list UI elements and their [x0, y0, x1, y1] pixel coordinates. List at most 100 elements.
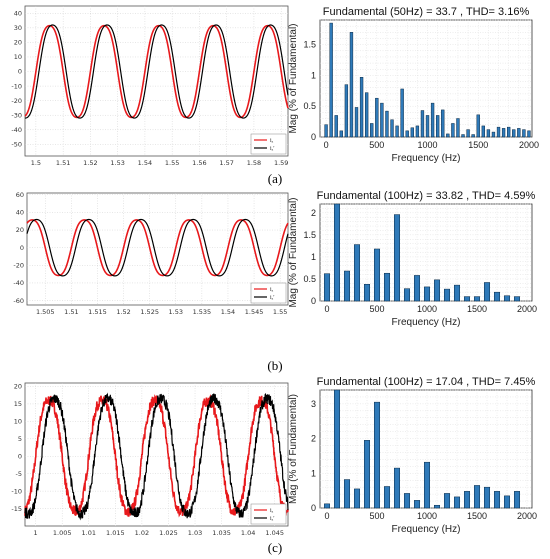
x-tick-label: 1.57 — [219, 159, 233, 167]
bar — [404, 493, 410, 509]
chart-title: Fundamental (50Hz) = 33.7 , THD= 3.16% — [323, 6, 530, 18]
bar — [454, 496, 460, 509]
bar — [410, 127, 414, 138]
bar — [374, 248, 380, 302]
x-tick-label: 1.005 — [53, 529, 72, 537]
bar — [494, 491, 500, 509]
bar — [339, 130, 343, 138]
bar — [454, 284, 460, 302]
y-tick-label: 1 — [311, 70, 316, 80]
bar — [354, 488, 360, 509]
x-tick-label: 0 — [324, 140, 329, 150]
y-tick-label: 20 — [16, 226, 24, 234]
y-tick-label: -10 — [11, 487, 22, 495]
bar — [359, 77, 364, 138]
bar — [471, 134, 475, 138]
y-tick-label: 1 — [311, 252, 316, 262]
y-tick-label: 1.5 — [303, 40, 316, 50]
bar — [494, 291, 500, 302]
bar — [461, 134, 465, 138]
bar — [424, 461, 430, 509]
bar — [481, 125, 485, 138]
x-axis-label: Frequency (Hz) — [392, 153, 461, 164]
legend-label: iₐ — [270, 138, 274, 144]
bar — [514, 491, 520, 509]
x-tick-label: 1.525 — [140, 308, 159, 316]
legend-label: iₐ′ — [270, 146, 275, 152]
y-tick-label: 0.5 — [303, 101, 316, 111]
bar — [464, 491, 470, 509]
y-tick-label: 1.5 — [303, 230, 316, 240]
y-tick-label: -20 — [13, 262, 24, 270]
panel-caption-b: (b) — [267, 358, 282, 373]
bar — [517, 128, 521, 138]
x-tick-label: 1.51 — [64, 308, 78, 316]
x-tick-label: 1.55 — [273, 308, 287, 316]
bar — [484, 282, 490, 302]
x-tick-label: 1.53 — [110, 159, 124, 167]
bar — [444, 288, 450, 302]
bar — [420, 110, 425, 138]
spectrum-panel-c: 0 500 1000 1500 2000 0 1 2 3 Fundamental (100Hz) … — [288, 376, 537, 535]
series-line-ia — [24, 24, 289, 119]
x-tick-label: 500 — [369, 511, 384, 521]
bar — [405, 130, 409, 138]
y-tick-label: -50 — [11, 141, 22, 149]
series-line-ia — [26, 219, 289, 277]
x-tick-label: 1.54 — [138, 159, 152, 167]
bar — [446, 133, 450, 138]
x-tick-label: 1.59 — [274, 159, 288, 167]
series-line-ia-prime — [26, 218, 289, 277]
x-tick-label: 2000 — [519, 140, 539, 150]
bar — [324, 124, 328, 138]
legend-box — [250, 503, 287, 525]
bar — [496, 126, 501, 138]
bar — [334, 115, 338, 138]
bar — [385, 110, 389, 138]
bar — [380, 102, 384, 138]
bar — [400, 88, 404, 138]
y-tick-label: 20 — [14, 39, 22, 47]
bar — [354, 244, 360, 302]
bar — [441, 109, 445, 138]
x-tick-label: 1.535 — [193, 308, 212, 316]
waveform-panel-a: 1.5 1.51 1.52 1.53 1.54 1.55 1.56 1.57 1.58 1.59 -… — [11, 5, 289, 167]
bar — [394, 467, 400, 509]
y-tick-label: -20 — [11, 97, 22, 105]
bar — [434, 504, 440, 509]
bar — [464, 296, 470, 302]
y-tick-label: 40 — [14, 9, 22, 17]
bar — [451, 123, 455, 138]
x-tick-label: 1.515 — [88, 308, 107, 316]
y-tick-label: 15 — [14, 400, 22, 408]
x-tick-label: 500 — [369, 140, 384, 150]
y-tick-label: -10 — [11, 82, 22, 90]
series-line-ia-prime — [24, 24, 289, 119]
x-axis-label: Frequency (Hz) — [392, 524, 461, 535]
y-tick-label: 0 — [311, 503, 316, 513]
bar — [415, 125, 420, 138]
y-tick-label: 60 — [16, 191, 24, 199]
bar — [370, 123, 374, 138]
bar — [334, 203, 340, 302]
spectrum-panel-a: 0 500 1000 1500 2000 0 0.5 1 1.5 Fundamental (50H… — [288, 6, 539, 164]
bar — [424, 286, 430, 302]
bar — [486, 129, 491, 138]
legend-box — [250, 133, 287, 155]
bar — [344, 84, 349, 138]
x-tick-label: 1.025 — [159, 529, 178, 537]
x-tick-label: 1.52 — [83, 159, 97, 167]
bar — [349, 32, 354, 138]
x-tick-label: 1.505 — [36, 308, 55, 316]
y-tick-label: 10 — [14, 53, 22, 61]
bar — [430, 102, 435, 138]
x-tick-label: 1.51 — [56, 159, 70, 167]
legend-box — [250, 282, 287, 304]
bar — [334, 389, 340, 509]
bar — [484, 486, 490, 509]
x-tick-label: 500 — [369, 304, 384, 314]
bar — [394, 214, 400, 302]
bar — [390, 119, 394, 138]
bar — [504, 495, 510, 509]
chart-title: Fundamental (100Hz) = 17.04 , THD= 7.45% — [317, 376, 536, 388]
